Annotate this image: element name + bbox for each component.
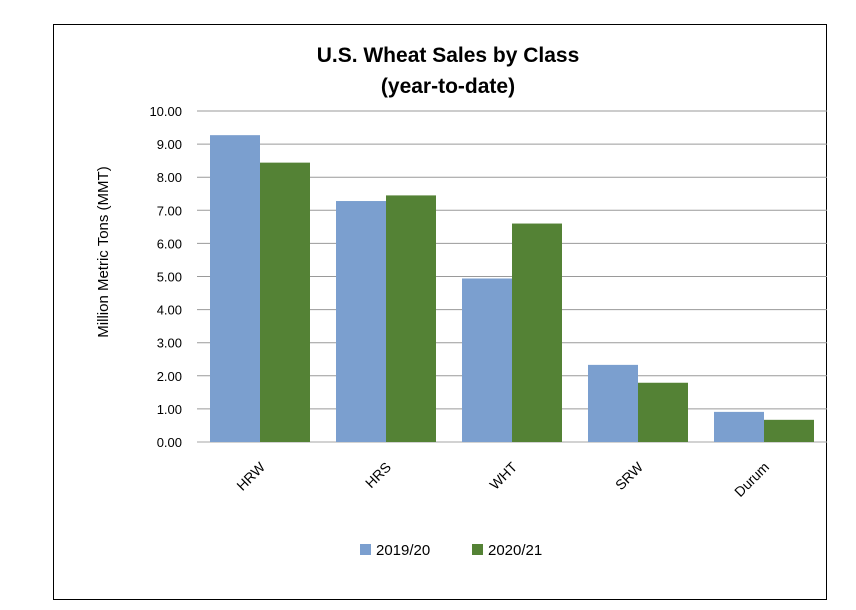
x-axis-ticks: HRW HRS WHT SRW Durum	[233, 458, 772, 500]
bar-srw-2020-21	[638, 382, 688, 442]
x-tick-label: HRW	[233, 458, 268, 493]
y-tick-label: 1.00	[157, 402, 182, 417]
x-tick-label: HRS	[362, 459, 394, 491]
bar-durum-2020-21	[764, 419, 814, 442]
y-tick-label: 6.00	[157, 236, 182, 251]
legend-swatch	[472, 544, 483, 555]
y-tick-label: 2.00	[157, 369, 182, 384]
y-tick-label: 7.00	[157, 203, 182, 218]
y-tick-label: 0.00	[157, 435, 182, 450]
y-tick-label: 9.00	[157, 137, 182, 152]
legend: 2019/20 2020/21	[360, 542, 542, 559]
x-tick-label: Durum	[731, 459, 772, 500]
y-tick-label: 8.00	[157, 170, 182, 185]
bar-hrs-2020-21	[386, 195, 436, 442]
y-axis-title: Million Metric Tons (MMT)	[95, 166, 112, 337]
chart-title: U.S. Wheat Sales by Class	[317, 44, 580, 67]
y-tick-label: 4.00	[157, 303, 182, 318]
bar-hrs-2019-20	[336, 201, 386, 442]
legend-label: 2019/20	[376, 542, 430, 559]
bar-wht-2020-21	[512, 223, 562, 442]
bar-hrw-2020-21	[260, 162, 310, 443]
y-tick-label: 5.00	[157, 270, 182, 285]
legend-label: 2020/21	[488, 542, 542, 559]
x-tick-label: WHT	[486, 459, 520, 493]
chart-frame	[53, 24, 827, 600]
legend-swatch	[360, 544, 371, 555]
chart-subtitle: (year-to-date)	[381, 75, 515, 98]
y-axis-ticks: 0.00 1.00 2.00 3.00 4.00 5.00 6.00 7.00 8.00 9.00…	[149, 104, 182, 450]
bar-hrw-2019-20	[210, 135, 260, 442]
bar-srw-2019-20	[588, 364, 638, 442]
y-tick-label: 10.00	[149, 104, 182, 119]
bar-wht-2019-20	[462, 278, 512, 442]
bar-durum-2019-20	[714, 411, 764, 442]
x-tick-label: SRW	[612, 458, 647, 493]
y-tick-label: 3.00	[157, 336, 182, 351]
bars	[210, 135, 814, 443]
